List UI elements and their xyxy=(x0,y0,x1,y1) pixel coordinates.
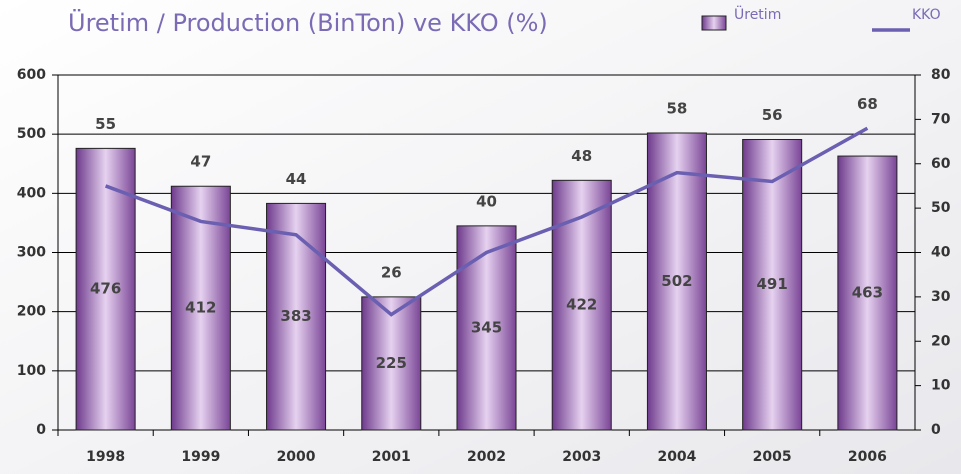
y2-tick-label: 30 xyxy=(931,289,951,305)
y2-tick-label: 40 xyxy=(931,245,951,261)
y-tick-label: 600 xyxy=(17,67,46,83)
line-value-label: 44 xyxy=(286,170,307,188)
y-tick-label: 300 xyxy=(17,245,46,261)
line-value-label: 56 xyxy=(762,106,783,124)
bar-value-label: 225 xyxy=(376,354,407,372)
y2-tick-label: 80 xyxy=(931,67,951,83)
bar-value-label: 491 xyxy=(757,275,788,293)
y2-tick-label: 0 xyxy=(931,422,941,438)
y2-tick-label: 60 xyxy=(931,156,951,172)
bar-value-label: 476 xyxy=(90,280,121,298)
bar-value-label: 422 xyxy=(566,296,597,314)
legend-label: KKO xyxy=(912,7,941,23)
line-value-label: 26 xyxy=(381,263,402,281)
y-tick-label: 400 xyxy=(17,185,46,201)
y-tick-label: 100 xyxy=(17,363,46,379)
y-tick-label: 0 xyxy=(36,422,46,438)
y2-tick-label: 70 xyxy=(931,111,951,127)
chart-title: Üretim / Production (BinTon) ve KKO (%) xyxy=(68,8,548,37)
legend-swatch xyxy=(701,15,727,31)
bar xyxy=(551,179,612,431)
x-tick-label: 1999 xyxy=(181,449,220,465)
x-tick-label: 1998 xyxy=(86,449,125,465)
line-value-label: 55 xyxy=(95,115,116,133)
x-tick-label: 2006 xyxy=(848,449,887,465)
bar xyxy=(361,296,422,431)
y2-tick-label: 20 xyxy=(931,333,951,349)
y-tick-label: 500 xyxy=(17,126,46,142)
x-tick-label: 2004 xyxy=(657,449,696,465)
line-value-label: 58 xyxy=(667,99,688,117)
line xyxy=(104,126,869,317)
bar xyxy=(266,202,327,431)
legend-label: Üretim xyxy=(734,5,781,23)
bar-value-label: 412 xyxy=(185,299,216,317)
line-value-label: 68 xyxy=(857,95,878,113)
bar-value-label: 502 xyxy=(661,272,692,290)
y2-tick-label: 50 xyxy=(931,200,951,216)
bar xyxy=(742,138,803,431)
y2-tick-label: 10 xyxy=(931,378,951,394)
bar-value-label: 345 xyxy=(471,318,502,336)
bar xyxy=(456,225,517,431)
x-tick-label: 2000 xyxy=(277,449,316,465)
bar-value-label: 463 xyxy=(852,284,883,302)
x-tick-label: 2005 xyxy=(753,449,792,465)
x-tick-label: 2001 xyxy=(372,449,411,465)
line-value-label: 48 xyxy=(571,147,592,165)
bar-value-label: 383 xyxy=(280,307,311,325)
x-tick-label: 2002 xyxy=(467,449,506,465)
x-tick-label: 2003 xyxy=(562,449,601,465)
y-tick-label: 200 xyxy=(17,304,46,320)
bar xyxy=(170,185,231,431)
bar xyxy=(837,155,898,431)
bar xyxy=(75,147,136,431)
line-value-label: 47 xyxy=(190,153,211,171)
line-value-label: 40 xyxy=(476,192,497,210)
